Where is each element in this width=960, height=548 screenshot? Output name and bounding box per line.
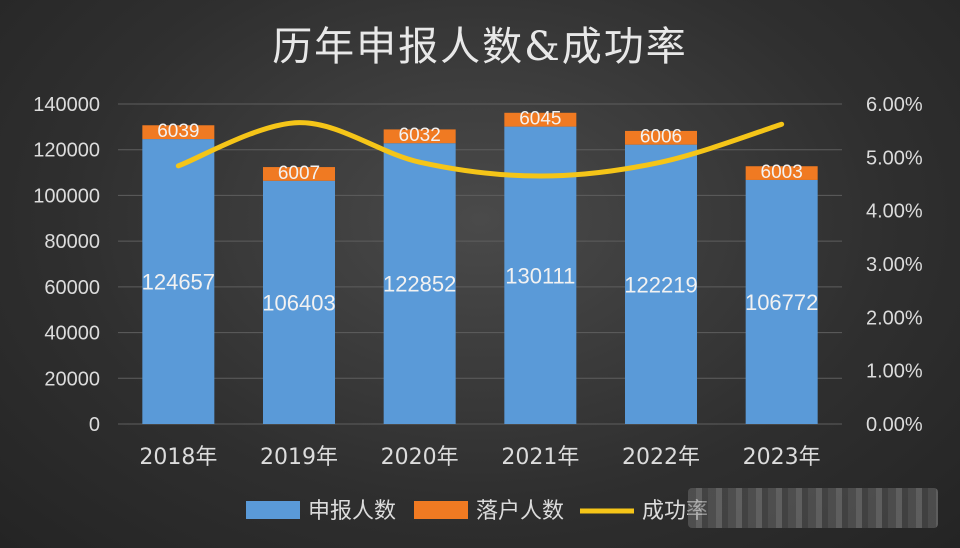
y-right-tick-label: 0.00% [866, 414, 923, 436]
data-label-luohu: 6039 [157, 121, 199, 142]
data-label-shenbao: 130111 [505, 263, 575, 288]
y-left-tick-label: 140000 [33, 94, 100, 116]
bar-luohu [263, 167, 335, 181]
y-right-tick-label: 6.00% [866, 94, 923, 116]
data-label-luohu: 6032 [399, 125, 441, 146]
y-left-tick-label: 60000 [44, 277, 100, 299]
bar-shenbao [263, 180, 335, 424]
data-label-shenbao: 122219 [624, 272, 697, 297]
data-label-shenbao: 124657 [142, 270, 215, 295]
data-label-luohu: 6045 [519, 109, 561, 130]
y-left-tick-label: 0 [89, 414, 100, 436]
x-tick-label: 2020年 [381, 445, 459, 470]
legend-label-shenbao: 申报人数 [308, 499, 396, 524]
y-left-tick-label: 120000 [33, 140, 100, 162]
data-label-shenbao: 122852 [383, 272, 456, 297]
y-left-tick-label: 80000 [44, 231, 100, 253]
x-tick-label: 2022年 [622, 445, 700, 470]
line-success-rate [175, 120, 785, 179]
bar-shenbao [625, 144, 697, 425]
legend-swatch-shenbao [246, 501, 300, 519]
bar-shenbao [142, 139, 215, 425]
data-label-shenbao: 106772 [745, 290, 818, 315]
data-label-luohu: 6003 [761, 162, 803, 183]
bar-luohu [142, 125, 215, 140]
y-left-tick-label: 40000 [44, 323, 100, 345]
y-right-tick-label: 1.00% [866, 361, 923, 383]
bar-luohu [383, 129, 456, 144]
bar-shenbao [745, 179, 818, 424]
bar-shenbao [383, 143, 456, 424]
chart-title: 历年申报人数&成功率 [272, 24, 688, 70]
blurred-watermark [688, 488, 938, 528]
bar-luohu [504, 112, 577, 127]
x-tick-label: 2018年 [139, 445, 217, 470]
x-tick-label: 2023年 [743, 445, 821, 470]
bar-luohu [745, 166, 818, 180]
y-left-tick-label: 100000 [33, 185, 100, 207]
data-label-luohu: 6007 [278, 163, 320, 184]
data-label-luohu: 6006 [640, 127, 682, 148]
x-tick-label: 2021年 [501, 445, 579, 470]
y-right-tick-label: 4.00% [866, 201, 923, 223]
legend-label-luohu: 落户人数 [476, 499, 564, 524]
y-left-tick-label: 20000 [44, 368, 100, 390]
bar-luohu [625, 130, 697, 145]
data-label-shenbao: 106403 [262, 290, 335, 315]
y-right-tick-label: 2.00% [866, 307, 923, 329]
y-right-tick-label: 5.00% [866, 147, 923, 169]
legend-swatch-luohu [414, 501, 468, 519]
x-tick-label: 2019年 [260, 445, 338, 470]
y-right-tick-label: 3.00% [866, 254, 923, 276]
